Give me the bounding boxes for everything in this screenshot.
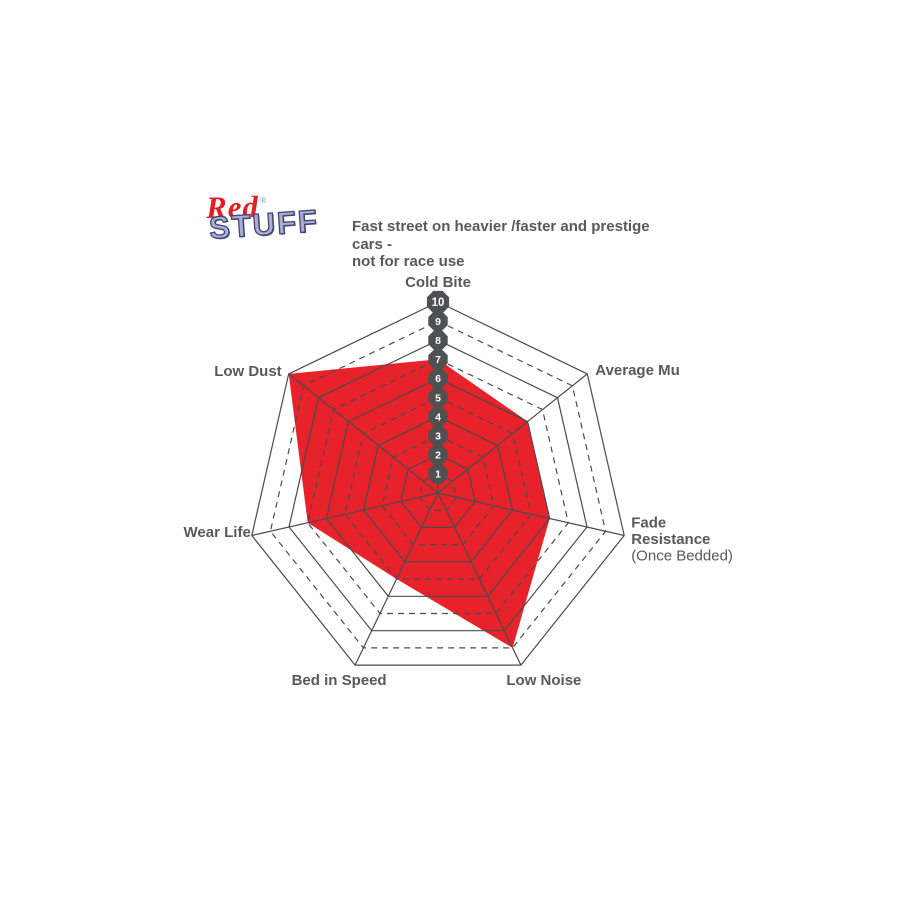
scale-badge-7 (428, 349, 448, 369)
scale-badge-label-6: 6 (435, 373, 441, 385)
radar-grid-ring-2 (400, 454, 476, 529)
radar-spoke-6 (288, 373, 439, 494)
radar-spoke-5 (251, 492, 439, 537)
scale-badge-label-3: 3 (435, 431, 441, 443)
axis-label-wear-life: Wear Life (184, 524, 251, 541)
scale-badge-1 (428, 464, 448, 484)
axis-label-low-dust: Low Dust (214, 363, 282, 380)
scale-badge-label-4: 4 (435, 411, 441, 423)
chart-caption-line1: Fast street on heavier /faster and prest… (352, 218, 650, 253)
axis-label-fade-resistance-sublabel: (Once Bedded) (631, 548, 733, 565)
radar-grid-ring-9 (269, 320, 607, 649)
radar-spoke-4 (354, 492, 439, 666)
axis-label-average-mu: Average Mu (595, 362, 679, 379)
scale-badge-label-1: 1 (435, 469, 441, 481)
axis-label-fade-resistance: Fade (631, 515, 666, 532)
radar-spoke-3 (437, 492, 522, 666)
scale-badge-label-8: 8 (435, 335, 441, 347)
scale-badge-label-10: 10 (432, 297, 445, 309)
scale-badge-10 (426, 290, 450, 314)
radar-spoke-2 (437, 492, 625, 537)
radar-grid-ring-7 (307, 358, 569, 615)
scale-badge-8 (428, 330, 448, 350)
scale-badge-label-5: 5 (435, 392, 441, 404)
axis-label-fade-resistance-line2: Resistance (631, 531, 710, 548)
radar-spoke-1 (437, 373, 588, 494)
chart-caption: Fast street on heavier /faster and prest… (352, 218, 682, 271)
radar-grid-ring-4 (362, 415, 514, 563)
axis-label-bed-in-speed: Bed in Speed (292, 672, 387, 689)
radar-grid-ring-8 (288, 339, 588, 632)
radar-series-polygon (288, 359, 550, 648)
radar-grid-ring-3 (381, 435, 495, 546)
radar-grid-ring-5 (344, 396, 532, 580)
scale-badge-3 (428, 426, 448, 446)
scale-badge-label-7: 7 (435, 354, 441, 366)
scale-badge-label-9: 9 (435, 316, 441, 328)
scale-badge-2 (428, 445, 448, 465)
chart-caption-line2: not for race use (352, 253, 465, 270)
radar-grid-ring-1 (418, 473, 458, 511)
radar-grid-ring-6 (325, 377, 551, 597)
axis-label-low-noise: Low Noise (506, 672, 581, 689)
scale-badge-label-2: 2 (435, 450, 441, 462)
axis-label-cold-bite: Cold Bite (405, 274, 471, 291)
scale-badge-4 (428, 406, 448, 427)
scale-badge-6 (428, 368, 448, 389)
scale-badge-9 (428, 311, 448, 331)
scale-badge-5 (428, 387, 448, 408)
radar-grid-ring-10 (251, 301, 625, 666)
